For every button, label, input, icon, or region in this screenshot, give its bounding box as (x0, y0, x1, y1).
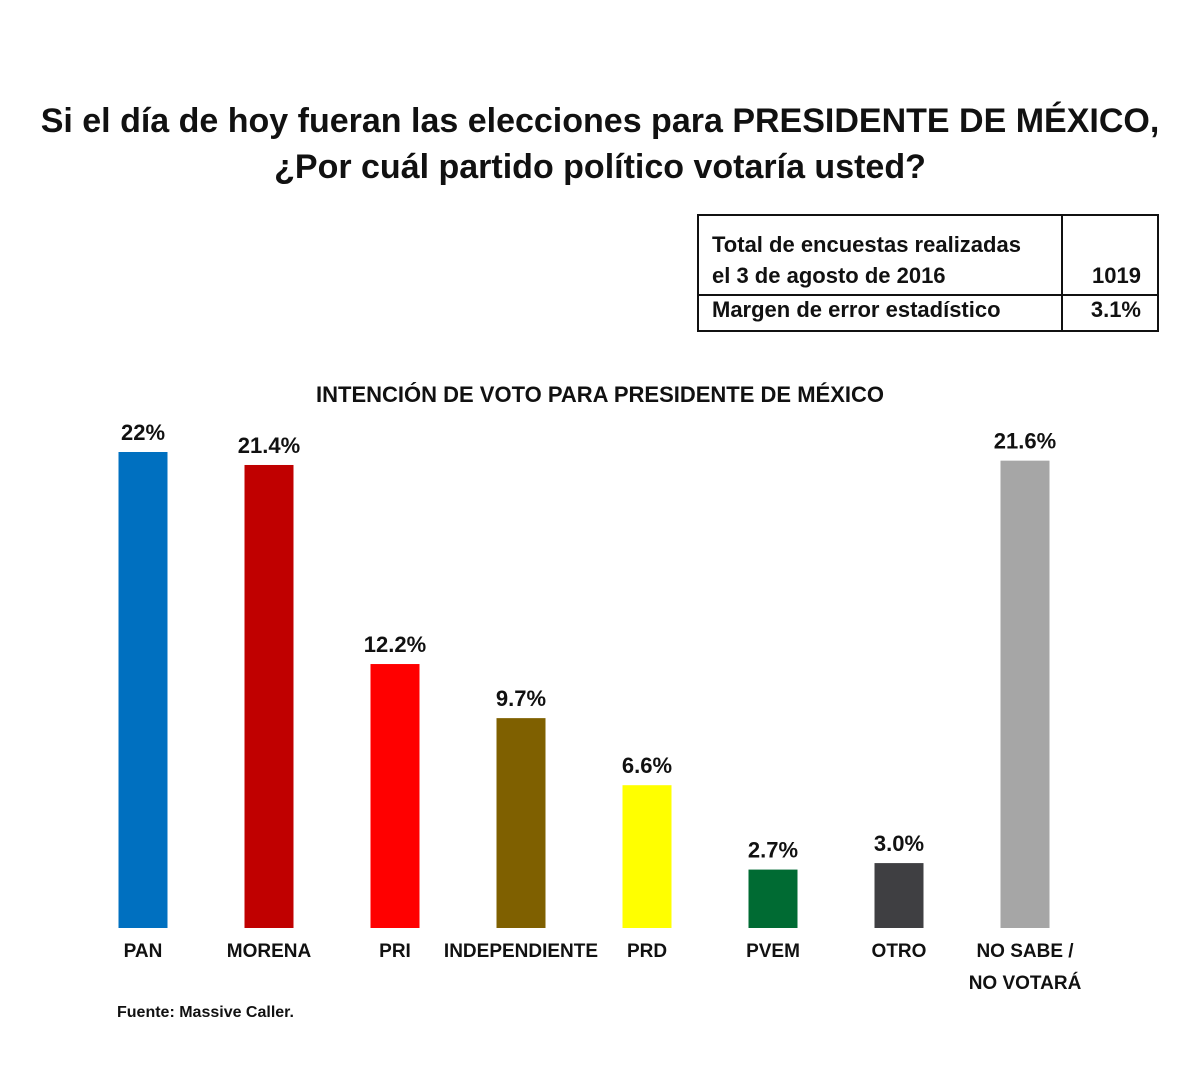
category-label-2: PRI (379, 941, 411, 962)
bar-0 (118, 452, 168, 928)
bar-5 (748, 869, 798, 928)
data-label-3: 9.7% (496, 686, 546, 711)
table-divider-vertical (1061, 216, 1063, 330)
category-label-1: MORENA (227, 941, 312, 962)
data-label-0: 22% (121, 420, 165, 445)
margin-value: 3.1% (1090, 297, 1141, 322)
title-line-2: ¿Por cuál partido político votaría usted… (274, 148, 926, 186)
bar-1 (244, 464, 294, 928)
category-label-7: NO SABE / (976, 941, 1074, 962)
data-label-1: 21.4% (238, 433, 300, 458)
category-label-0: PAN (124, 941, 163, 962)
source-note: Fuente: Massive Caller. (117, 1004, 294, 1021)
info-table: Total de encuestas realizadas el 3 de ag… (697, 214, 1159, 332)
bar-6 (874, 863, 924, 928)
margin-label: Margen de error estadístico (712, 297, 1001, 322)
bar-3 (496, 718, 546, 928)
chart-title: INTENCIÓN DE VOTO PARA PRESIDENTE DE MÉX… (316, 382, 884, 407)
bar-2 (370, 664, 420, 928)
data-label-5: 2.7% (748, 838, 798, 863)
surveys-label-line-2: el 3 de agosto de 2016 (712, 263, 946, 288)
surveys-value: 1019 (1092, 263, 1141, 288)
data-label-2: 12.2% (364, 632, 426, 657)
category-label-3: INDEPENDIENTE (444, 941, 598, 962)
category-label-5: PVEM (746, 941, 800, 962)
category-label-7-line-1: NO VOTARÁ (969, 972, 1082, 994)
data-label-7: 21.6% (994, 429, 1056, 454)
data-label-4: 6.6% (622, 753, 672, 778)
bar-4 (622, 785, 672, 928)
category-label-6: OTRO (872, 941, 927, 962)
title-line-1: Si el día de hoy fueran las elecciones p… (40, 102, 1160, 140)
data-label-6: 3.0% (874, 831, 924, 856)
category-label-4: PRD (627, 941, 667, 962)
bar-7 (1000, 460, 1050, 928)
table-divider-horizontal (699, 294, 1157, 296)
surveys-label-line-1: Total de encuestas realizadas (712, 232, 1021, 257)
